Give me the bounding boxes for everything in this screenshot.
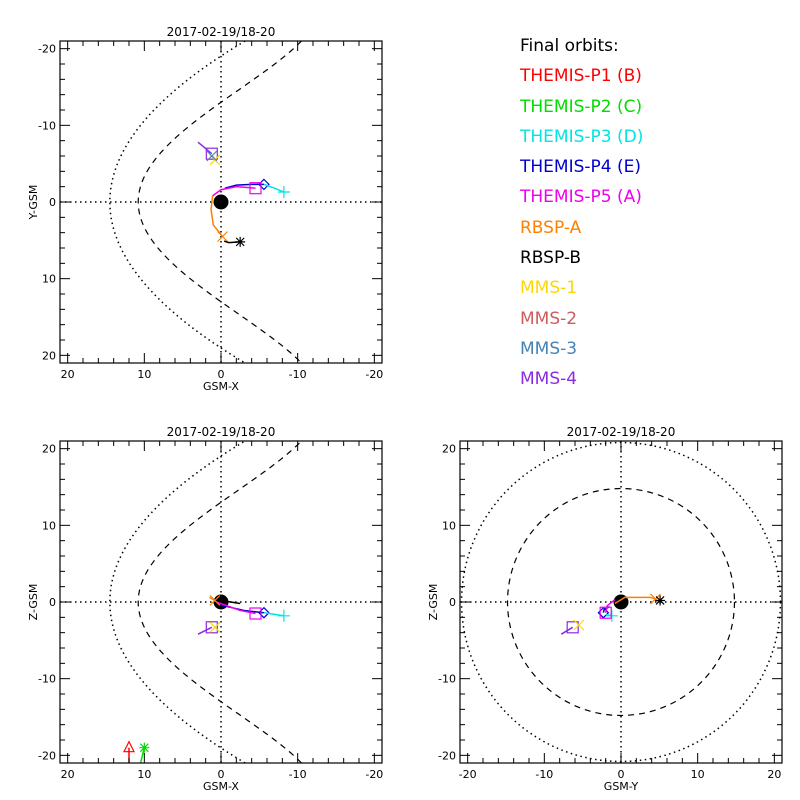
legend-item-themis-p3: THEMIS-P3 (D)	[520, 126, 644, 147]
legend-item-mms-4: MMS-4	[520, 369, 578, 390]
orbit-line-themis-p4-e-	[216, 603, 265, 614]
y-tick-label: 20	[442, 443, 456, 456]
marker-themis-p3-d-	[605, 609, 618, 622]
y-tick-label: -20	[38, 749, 56, 762]
y-tick-label: -20	[438, 749, 456, 762]
x-tick-label: 0	[218, 368, 225, 381]
y-tick-label: -20	[38, 43, 56, 56]
legend-item-mms-1: MMS-1	[520, 278, 578, 299]
y-tick-label: 0	[449, 596, 456, 609]
orbit-line-themis-p3-d-	[263, 183, 285, 193]
y-tick-label: 10	[442, 519, 456, 532]
y-tick-label: -10	[438, 673, 456, 686]
legend-item-mms-2: MMS-2	[520, 308, 578, 329]
legend-item-themis-p4: THEMIS-P4 (E)	[520, 157, 641, 178]
x-tick-label: 10	[137, 768, 151, 781]
marker-themis-p1-b-	[123, 740, 135, 753]
x-tick-label: 0	[218, 768, 225, 781]
plot-area	[60, 41, 382, 363]
x-axis-label: GSM-Y	[604, 780, 639, 793]
marker-themis-p5-a-	[249, 607, 262, 620]
plot-xy: 2017-02-19/18-20 GSM-X Y-GSM 20 10 0 -10…	[27, 25, 383, 393]
marker-mms-4	[205, 621, 218, 634]
bow-shock-boundary	[109, 41, 246, 363]
y-tick-label: 20	[42, 349, 56, 362]
magnetopause-boundary	[137, 41, 302, 363]
y-axis-label: Z-GSM	[427, 584, 440, 621]
legend-item-themis-p2: THEMIS-P2 (C)	[520, 96, 643, 117]
x-tick-label: -20	[365, 768, 383, 781]
orbit-line-themis-p5-a-	[604, 599, 616, 613]
marker-rbsp-b	[655, 595, 666, 606]
plot-area	[460, 441, 782, 763]
earth-marker	[213, 194, 229, 210]
legend-item-rbsp-b: RBSP-B	[520, 248, 582, 269]
orbit-line-themis-p5-a-	[212, 185, 256, 197]
marker-mms-4	[566, 621, 579, 634]
marker-themis-p5-a-	[599, 606, 612, 619]
x-tick-label: 0	[618, 768, 625, 781]
marker-mms-1	[573, 619, 585, 631]
orbit-line-themis-p4-e-	[224, 183, 264, 189]
y-axis-label: Y-GSM	[27, 185, 40, 221]
legend-item-mms-3: MMS-3	[520, 338, 578, 359]
legend-title: Final orbits:	[520, 36, 619, 56]
y-tick-label: -10	[38, 673, 56, 686]
y-axis-label: Z-GSM	[27, 584, 40, 621]
x-tick-label: 20	[61, 368, 75, 381]
plot-title: 2017-02-19/18-20	[167, 25, 276, 39]
x-tick-label: 10	[137, 368, 151, 381]
marker-themis-p3-d-	[277, 186, 290, 199]
y-tick-label: 0	[49, 596, 56, 609]
y-tick-label: 10	[42, 519, 56, 532]
orbit-line-rbsp-a	[614, 596, 656, 605]
x-tick-label: -10	[289, 768, 307, 781]
marker-themis-p5-a-	[249, 182, 262, 195]
plot-xz: 2017-02-19/18-20 GSM-X Z-GSM 20 10 0 -10…	[27, 425, 383, 793]
legend-item-rbsp-a: RBSP-A	[520, 217, 582, 238]
marker-rbsp-a	[209, 595, 221, 606]
marker-mms-4	[205, 147, 218, 160]
marker-mms-3	[206, 150, 218, 162]
x-tick-label: -20	[365, 368, 383, 381]
plot-title: 2017-02-19/18-20	[567, 425, 676, 439]
plot-area	[60, 441, 382, 763]
x-tick-label: -10	[289, 368, 307, 381]
y-tick-label: 10	[42, 273, 56, 286]
orbit-line-rbsp-b	[220, 599, 241, 605]
marker-mms-1	[209, 621, 221, 633]
magnetopause-boundary	[137, 441, 302, 763]
x-tick-label: 20	[61, 768, 75, 781]
marker-themis-p3-d-	[277, 609, 290, 622]
orbit-line-themis-p2-c-	[139, 747, 146, 763]
bow-shock-boundary	[109, 441, 246, 763]
legend: Final orbits: THEMIS-P1 (B) THEMIS-P2 (C…	[520, 31, 643, 395]
orbit-line-mms-4	[197, 626, 213, 635]
x-tick-label: -20	[459, 768, 477, 781]
plot-title: 2017-02-19/18-20	[167, 425, 276, 439]
plot-yz: 2017-02-19/18-20 GSM-Y Z-GSM -20 -10 0 1…	[427, 425, 783, 793]
x-tick-label: 20	[767, 768, 781, 781]
marker-themis-p2-c-	[139, 742, 150, 753]
y-tick-label: 20	[42, 443, 56, 456]
y-tick-label: -10	[38, 119, 56, 132]
y-tick-label: 0	[49, 196, 56, 209]
x-axis-label: GSM-X	[203, 780, 239, 793]
legend-item-themis-p5: THEMIS-P5 (A)	[520, 187, 642, 208]
x-axis-label: GSM-X	[203, 380, 239, 393]
orbit-line-rbsp-a	[210, 195, 224, 237]
x-tick-label: -10	[535, 768, 553, 781]
legend-item-themis-p1: THEMIS-P1 (B)	[520, 66, 642, 87]
marker-rbsp-b	[235, 236, 246, 247]
x-tick-label: 10	[691, 768, 705, 781]
magnetopause-boundary	[506, 487, 736, 717]
orbit-line-mms-4	[197, 141, 213, 155]
marker-rbsp-a	[217, 231, 228, 242]
